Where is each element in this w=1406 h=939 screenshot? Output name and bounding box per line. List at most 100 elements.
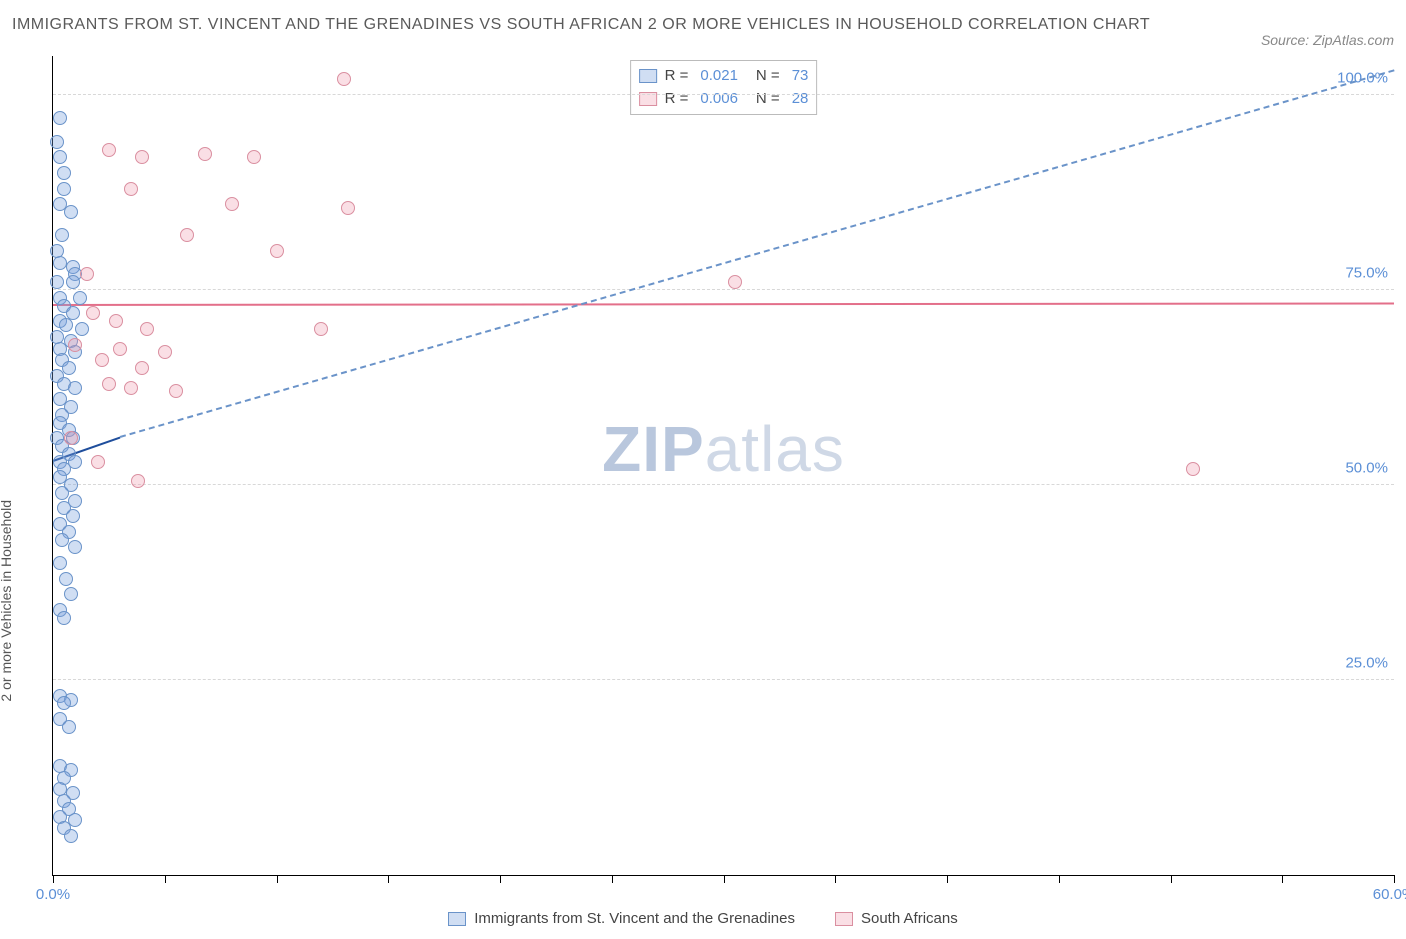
data-point <box>50 275 64 289</box>
data-point <box>53 256 67 270</box>
x-tick <box>277 875 278 883</box>
legend-n-label: N = <box>746 88 780 111</box>
data-point <box>57 182 71 196</box>
data-point <box>135 361 149 375</box>
data-point <box>57 166 71 180</box>
data-point <box>73 291 87 305</box>
x-tick <box>612 875 613 883</box>
data-point <box>64 205 78 219</box>
data-point <box>337 72 351 86</box>
legend-r-label: R = <box>665 65 689 88</box>
chart-title: IMMIGRANTS FROM ST. VINCENT AND THE GREN… <box>12 12 1150 38</box>
legend-n-value: 28 <box>788 88 809 111</box>
gridline <box>53 94 1394 95</box>
x-tick <box>388 875 389 883</box>
legend-r-label: R = <box>665 88 689 111</box>
data-point <box>225 197 239 211</box>
data-point <box>62 720 76 734</box>
data-point <box>124 381 138 395</box>
x-tick <box>500 875 501 883</box>
watermark: ZIPatlas <box>602 412 845 486</box>
y-tick-label: 50.0% <box>1345 460 1388 477</box>
data-point <box>314 322 328 336</box>
data-point <box>1186 462 1200 476</box>
data-point <box>91 455 105 469</box>
series-legend: Immigrants from St. Vincent and the Gren… <box>12 910 1394 927</box>
y-tick-label: 75.0% <box>1345 265 1388 282</box>
series-legend-item: Immigrants from St. Vincent and the Gren… <box>448 910 795 927</box>
data-point <box>102 377 116 391</box>
y-axis-label: 2 or more Vehicles in Household <box>0 500 14 702</box>
x-tick <box>1059 875 1060 883</box>
legend-swatch <box>835 912 853 926</box>
data-point <box>728 275 742 289</box>
data-point <box>270 244 284 258</box>
data-point <box>80 267 94 281</box>
data-point <box>66 275 80 289</box>
plot-area: ZIPatlas R = 0.021 N = 73 R = 0.006 N = 28 25.0… <box>52 56 1394 876</box>
data-point <box>57 611 71 625</box>
data-point <box>102 143 116 157</box>
trend-line <box>120 70 1394 439</box>
data-point <box>198 147 212 161</box>
data-point <box>169 384 183 398</box>
data-point <box>131 474 145 488</box>
x-tick <box>165 875 166 883</box>
x-tick <box>724 875 725 883</box>
x-tick-label: 60.0% <box>1373 886 1406 903</box>
data-point <box>140 322 154 336</box>
gridline <box>53 484 1394 485</box>
data-point <box>66 509 80 523</box>
data-point <box>57 696 71 710</box>
gridline <box>53 289 1394 290</box>
data-point <box>53 556 67 570</box>
data-point <box>50 135 64 149</box>
data-point <box>55 533 69 547</box>
data-point <box>64 829 78 843</box>
x-tick-label: 0.0% <box>36 886 70 903</box>
trend-line <box>53 302 1394 306</box>
data-point <box>124 182 138 196</box>
data-point <box>53 150 67 164</box>
data-point <box>180 228 194 242</box>
data-point <box>68 381 82 395</box>
legend-r-value: 0.006 <box>696 88 738 111</box>
legend-row: R = 0.021 N = 73 <box>639 65 809 88</box>
scatter-chart: 2 or more Vehicles in Household ZIPatlas… <box>12 56 1394 927</box>
series-label: South Africans <box>861 910 958 927</box>
data-point <box>113 342 127 356</box>
data-point <box>95 353 109 367</box>
data-point <box>135 150 149 164</box>
legend-r-value: 0.021 <box>696 65 738 88</box>
series-legend-item: South Africans <box>835 910 958 927</box>
data-point <box>341 201 355 215</box>
data-point <box>68 540 82 554</box>
series-label: Immigrants from St. Vincent and the Gren… <box>474 910 795 927</box>
data-point <box>247 150 261 164</box>
legend-n-value: 73 <box>788 65 809 88</box>
x-tick <box>1171 875 1172 883</box>
data-point <box>55 228 69 242</box>
x-tick <box>1394 875 1395 883</box>
legend-n-label: N = <box>746 65 780 88</box>
data-point <box>53 111 67 125</box>
correlation-legend: R = 0.021 N = 73 R = 0.006 N = 28 <box>630 60 818 115</box>
data-point <box>59 318 73 332</box>
x-tick <box>53 875 54 883</box>
legend-row: R = 0.006 N = 28 <box>639 88 809 111</box>
x-tick <box>835 875 836 883</box>
data-point <box>109 314 123 328</box>
data-point <box>59 572 73 586</box>
x-tick <box>1282 875 1283 883</box>
data-point <box>86 306 100 320</box>
data-point <box>158 345 172 359</box>
data-point <box>64 587 78 601</box>
legend-swatch <box>448 912 466 926</box>
legend-swatch <box>639 69 657 83</box>
x-tick <box>947 875 948 883</box>
y-tick-label: 25.0% <box>1345 655 1388 672</box>
data-point <box>55 486 69 500</box>
data-point <box>68 338 82 352</box>
data-point <box>64 431 78 445</box>
source-attribution: Source: ZipAtlas.com <box>1261 12 1394 48</box>
